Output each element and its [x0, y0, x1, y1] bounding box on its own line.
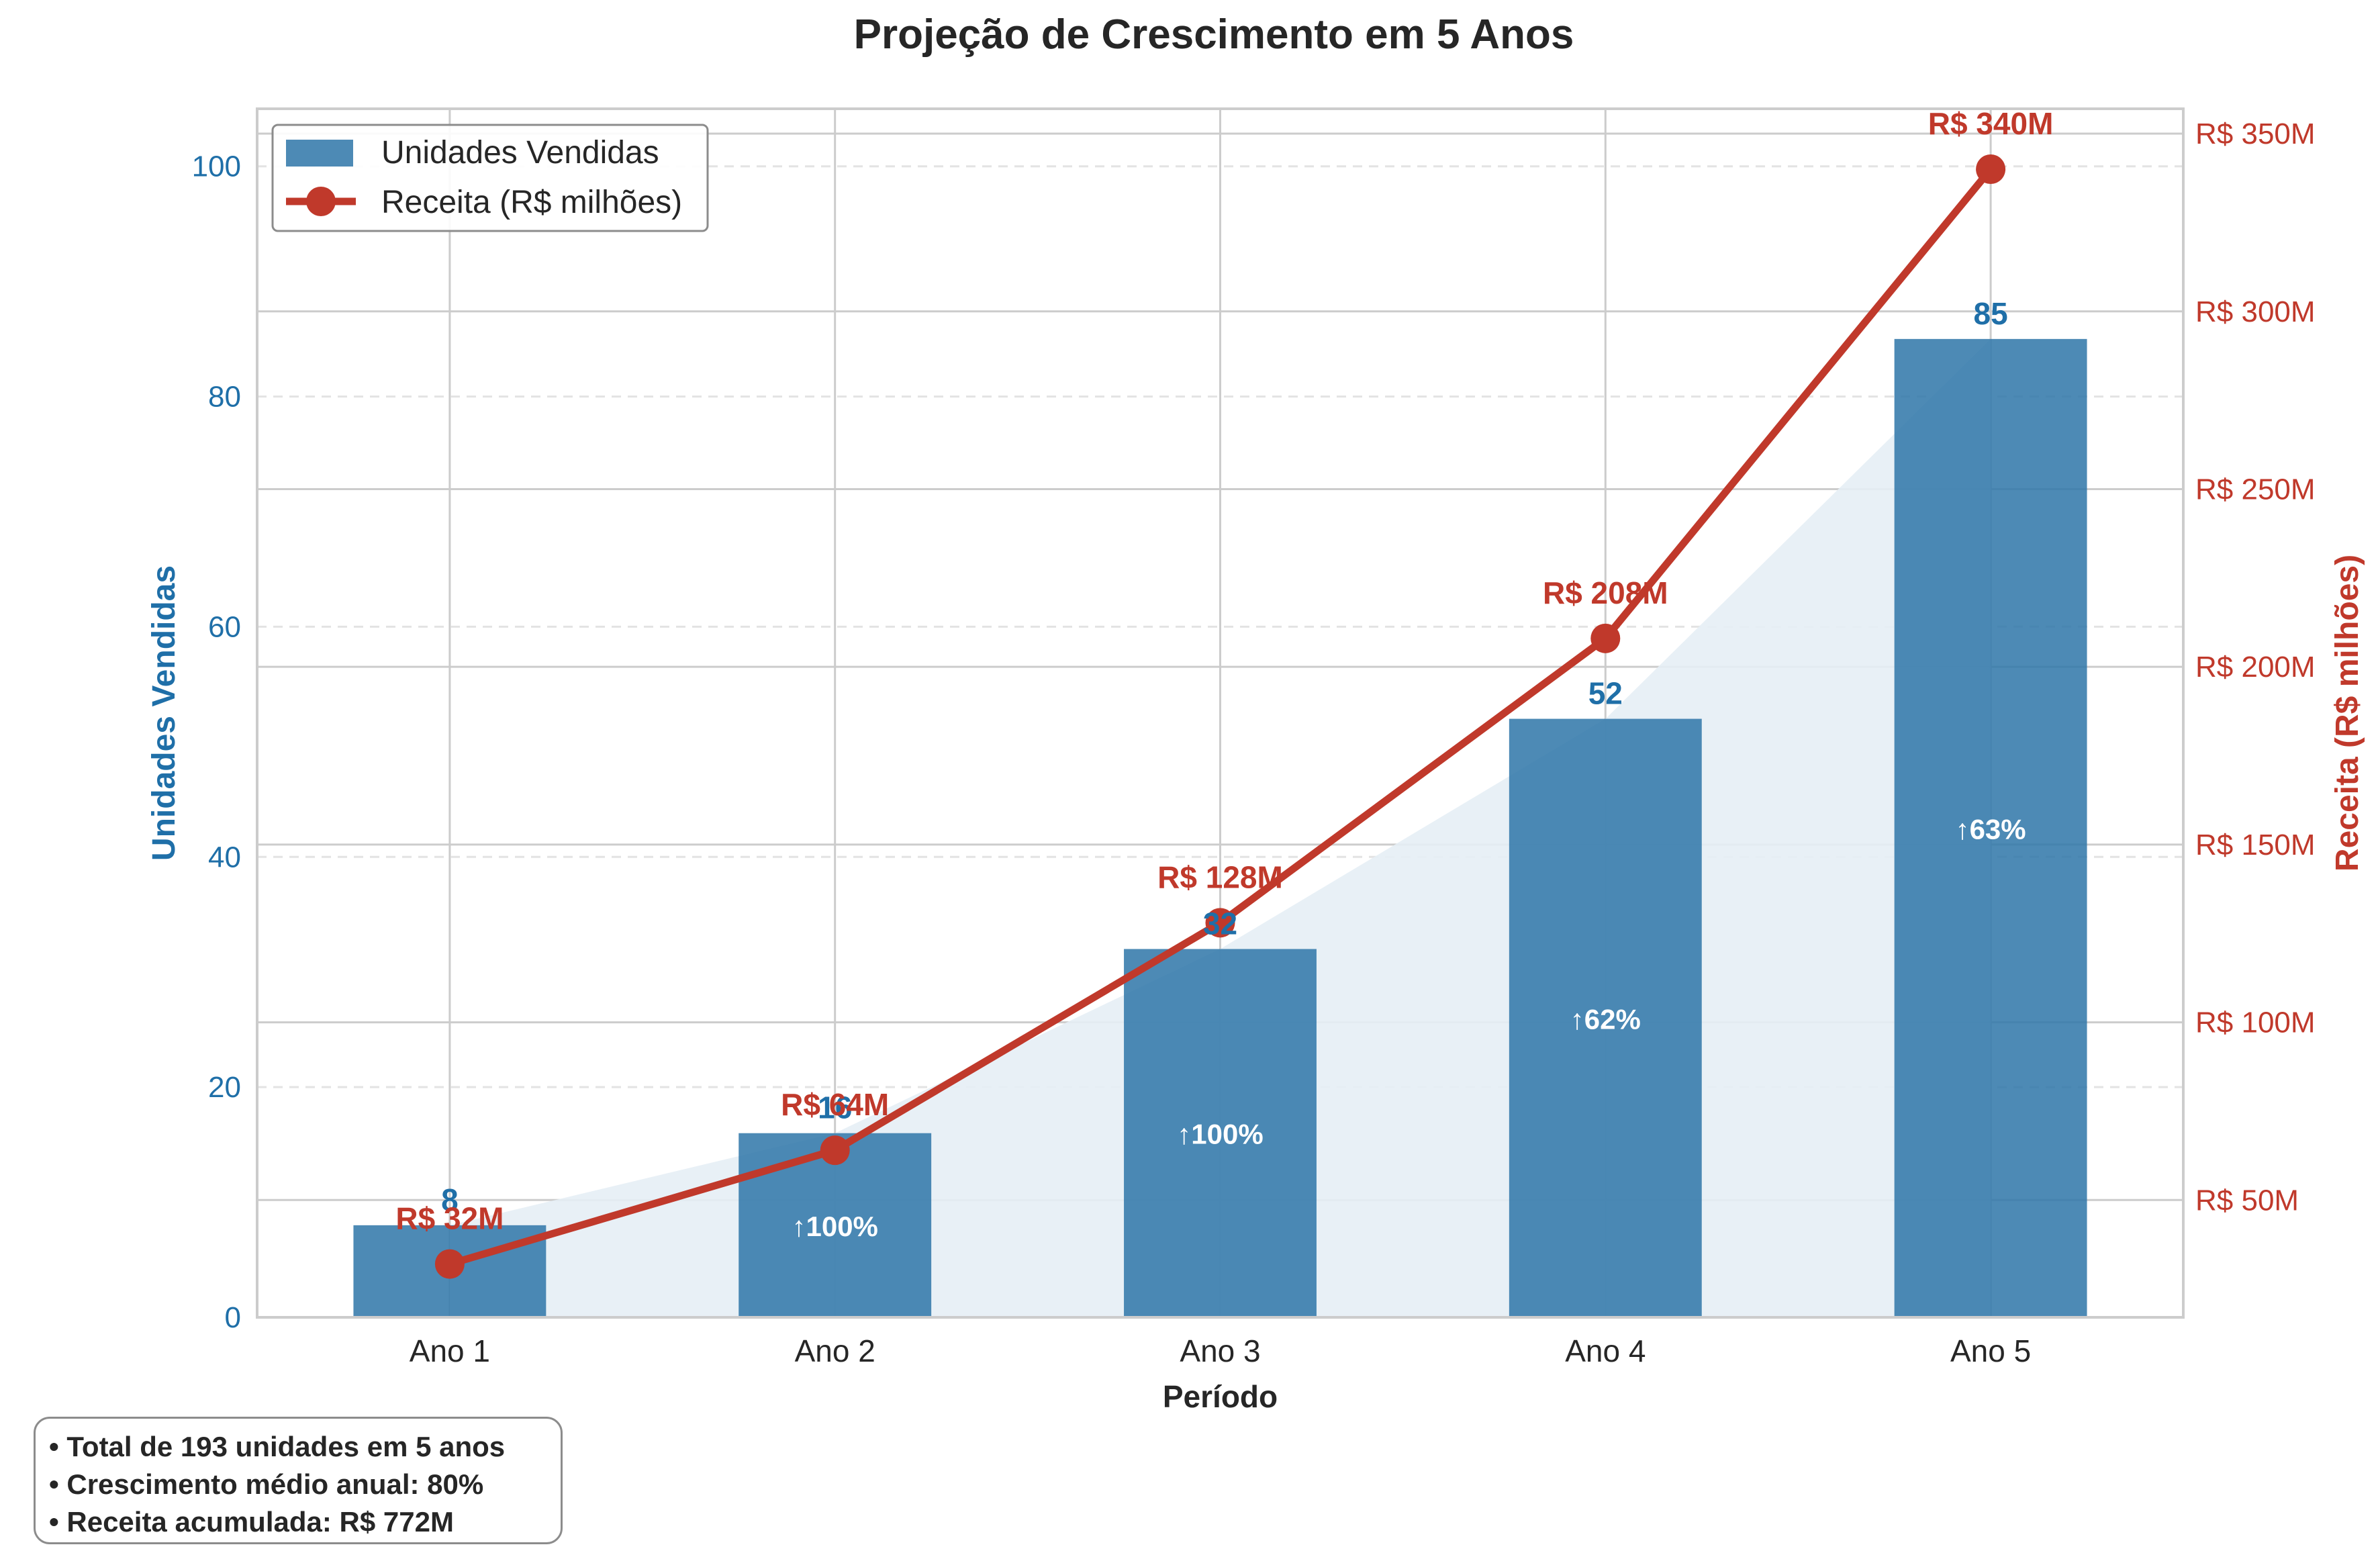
x-tick-label: Ano 1	[410, 1333, 490, 1368]
revenue-marker	[820, 1135, 850, 1166]
bar-value-label: 85	[1974, 296, 2008, 331]
bar-value-label: 16	[818, 1090, 852, 1125]
bar-series	[353, 338, 2087, 1317]
growth-label: ↑100%	[792, 1211, 877, 1242]
y-left-tick-label: 100	[192, 150, 241, 183]
bar	[1124, 949, 1317, 1317]
revenue-marker	[1205, 908, 1235, 938]
y-right-tick-label: R$ 50M	[2195, 1184, 2299, 1217]
bar	[1894, 338, 2087, 1317]
summary-line: • Receita acumulada: R$ 772M	[49, 1506, 454, 1538]
y-left-tick-label: 0	[225, 1301, 241, 1334]
growth-label: ↑100%	[1177, 1119, 1263, 1150]
summary-line: • Crescimento médio anual: 80%	[49, 1468, 484, 1500]
data-labels: 8 16 32 52 85 ↑100% ↑100% ↑62% ↑63% R$ 32M R$ 64M R…	[395, 106, 2053, 1242]
bar-value-label: 52	[1588, 676, 1623, 711]
y-left-axis-label: Unidades Vendidas	[146, 565, 182, 861]
revenue-value-label: R$ 208M	[1543, 575, 1668, 610]
growth-label: ↑63%	[1956, 813, 2026, 845]
revenue-marker	[1590, 623, 1621, 653]
growth-label: ↑62%	[1570, 1003, 1641, 1035]
y-left-tick-label: 80	[208, 381, 241, 414]
legend: Unidades Vendidas Receita (R$ milhões)	[271, 124, 709, 232]
axes: Ano 1 Ano 2 Ano 3 Ano 4 Ano 5 Período 0 20 40 60 8…	[146, 107, 2365, 1414]
y-left-tick-label: 60	[208, 610, 241, 643]
plot-frame	[256, 107, 2185, 1319]
legend-label: Unidades Vendidas	[381, 135, 659, 171]
revenue-value-label: R$ 64M	[781, 1087, 889, 1122]
bar	[1509, 718, 1702, 1317]
revenue-marker	[1976, 154, 2006, 184]
legend-label: Receita (R$ milhões)	[381, 185, 682, 220]
summary-line: • Total de 193 unidades em 5 anos	[49, 1431, 506, 1462]
y-right-tick-label: R$ 300M	[2195, 295, 2316, 328]
x-tick-label: Ano 2	[795, 1333, 875, 1368]
revenue-value-label: R$ 128M	[1157, 859, 1283, 894]
y-right-tick-label: R$ 150M	[2195, 829, 2316, 861]
bar-value-label: 32	[1203, 906, 1237, 941]
x-tick-label: Ano 4	[1565, 1333, 1646, 1368]
chart-title: Projeção de Crescimento em 5 Anos	[854, 11, 1574, 58]
x-axis-label: Período	[1163, 1379, 1278, 1414]
legend-marker-swatch	[306, 187, 336, 216]
x-tick-label: Ano 3	[1180, 1333, 1260, 1368]
line-series	[434, 154, 2006, 1279]
revenue-value-label: R$ 32M	[395, 1201, 504, 1236]
y-right-tick-label: R$ 350M	[2195, 117, 2316, 150]
y-left-tick-label: 40	[208, 841, 241, 874]
legend-bar-swatch	[286, 140, 353, 167]
y-right-axis-label: Receita (R$ milhões)	[2330, 555, 2365, 872]
legend-box	[271, 124, 709, 232]
y-left-tick-label: 20	[208, 1071, 241, 1104]
bar-value-label: 8	[441, 1182, 459, 1217]
y-right-tick-label: R$ 100M	[2195, 1006, 2316, 1039]
x-tick-label: Ano 5	[1950, 1333, 2031, 1368]
summary-box: • Total de 193 unidades em 5 anos • Cres…	[34, 1417, 563, 1544]
y-right-tick-label: R$ 200M	[2195, 651, 2316, 684]
revenue-value-label: R$ 340M	[1928, 106, 2054, 141]
y-right-tick-label: R$ 250M	[2195, 473, 2316, 506]
revenue-marker	[434, 1249, 465, 1279]
